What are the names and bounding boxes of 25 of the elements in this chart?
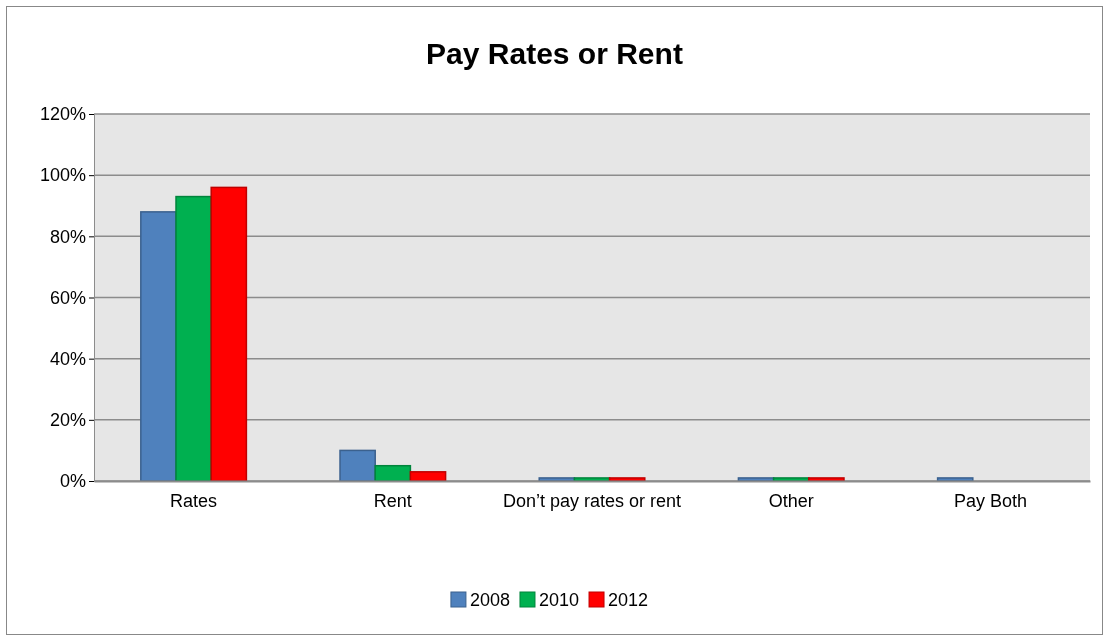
y-tick-label: 0% (59, 471, 86, 492)
bar (140, 211, 177, 482)
chart-title: Pay Rates or Rent (426, 37, 683, 70)
bar (608, 477, 646, 482)
bar (374, 464, 412, 482)
y-tick-label: 40% (49, 348, 86, 369)
legend-label: 2008 (469, 590, 510, 610)
bar (175, 195, 212, 482)
bar (339, 449, 376, 482)
y-tick-label: 20% (49, 410, 86, 431)
y-tick-label: 100% (39, 165, 86, 186)
y-tick-label: 120% (39, 104, 86, 125)
y-tick-label: 80% (49, 226, 86, 247)
x-tick-label: Rent (373, 491, 412, 512)
y-tick-label: 60% (49, 287, 86, 308)
legend-label: 2010 (538, 590, 580, 610)
bar (409, 471, 447, 482)
bar (808, 477, 845, 482)
x-tick-label: Other (768, 491, 814, 512)
bar (210, 186, 248, 482)
x-tick-label: Pay Both (953, 491, 1027, 512)
bar (936, 477, 974, 482)
x-tick-label: Don’t pay rates or rent (502, 491, 682, 512)
legend-label: 2012 (608, 590, 649, 610)
x-tick-label: Rates (170, 491, 218, 512)
